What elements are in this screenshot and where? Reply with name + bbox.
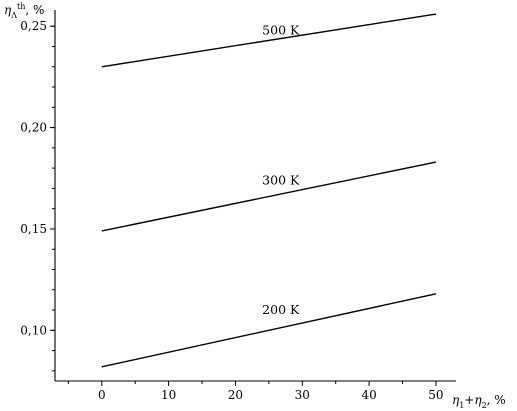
x-tick-label-10: 10 bbox=[161, 388, 176, 402]
series-group bbox=[101, 13, 437, 368]
series-label-0: 500 K bbox=[262, 22, 300, 37]
ticks: 0 10 20 30 40 50 0,10 0,15 0,20 0,25 bbox=[20, 19, 443, 402]
x-tick-label-50: 50 bbox=[428, 388, 443, 402]
series-line-0 bbox=[101, 13, 437, 68]
series-label-2: 200 K bbox=[262, 302, 300, 317]
y-tick-label-0: 0,10 bbox=[20, 323, 47, 337]
y-tick-label-2: 0,20 bbox=[20, 121, 47, 135]
series-line-1 bbox=[101, 161, 437, 232]
x-axis-title: η1+η2, % bbox=[452, 393, 506, 410]
y-axis-title: ηΛth, % bbox=[4, 2, 44, 20]
series-line-2 bbox=[101, 293, 437, 368]
series-label-1: 300 K bbox=[262, 172, 300, 187]
axes bbox=[54, 10, 456, 382]
labels: 500 K 300 K 200 K bbox=[262, 22, 300, 317]
x-tick-label-0: 0 bbox=[98, 388, 106, 402]
x-tick-label-30: 30 bbox=[295, 388, 310, 402]
x-tick-label-20: 20 bbox=[228, 388, 243, 402]
y-tick-label-3: 0,25 bbox=[20, 19, 47, 33]
x-tick-label-40: 40 bbox=[361, 388, 376, 402]
y-tick-label-1: 0,15 bbox=[20, 222, 47, 236]
